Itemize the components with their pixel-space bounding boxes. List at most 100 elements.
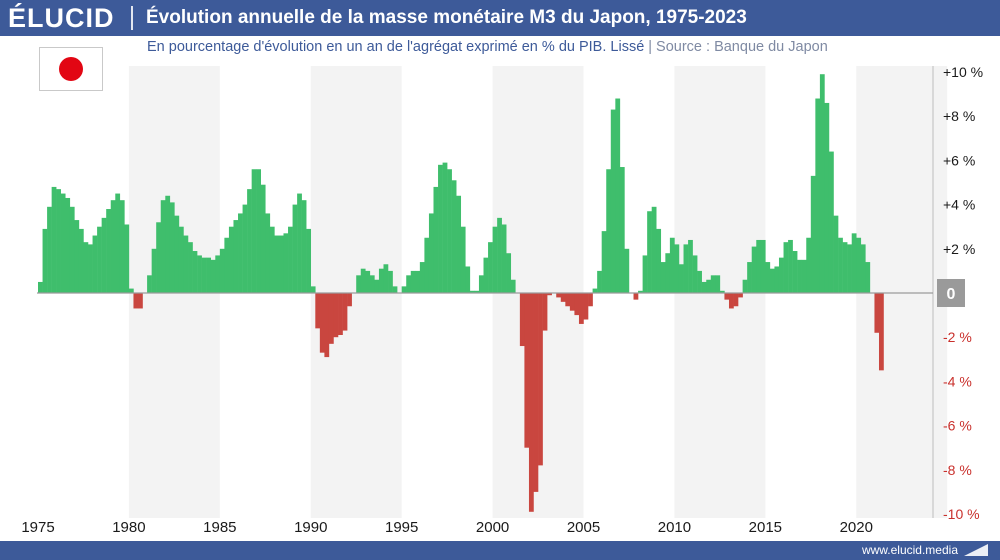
bar-q149 (715, 275, 721, 293)
bar-q180 (856, 237, 862, 293)
bar-q88 (438, 164, 443, 293)
bar-q92 (456, 195, 462, 293)
x-tick-label-1975: 1975 (21, 519, 54, 536)
x-tick-label-2010: 2010 (658, 519, 691, 536)
bar-q34 (192, 251, 198, 293)
bar-q112 (547, 293, 552, 296)
bar-q144 (692, 255, 698, 293)
bar-q60 (310, 286, 316, 293)
bar-q59 (306, 228, 312, 293)
bar-q54 (283, 233, 289, 293)
bar-q110 (538, 293, 543, 466)
bar-q73 (369, 275, 375, 293)
bar-q165 (788, 239, 793, 293)
bar-q51 (269, 226, 275, 293)
bar-q170 (810, 175, 816, 293)
y-tick-label-m2: -2 % (943, 329, 972, 345)
bar-q17 (115, 193, 121, 293)
elucid-mark-icon (964, 544, 988, 556)
bar-q27 (160, 200, 166, 293)
x-tick-label-2005: 2005 (567, 519, 600, 536)
y-tick-label-p8: +8 % (943, 108, 975, 124)
chart-title: Évolution annuelle de la masse monétaire… (146, 7, 747, 28)
bar-q87 (433, 186, 439, 293)
footer-url[interactable]: www.elucid.media (861, 543, 958, 557)
bar-q77 (388, 270, 393, 293)
y-tick-label-p6: +6 % (943, 152, 975, 168)
bar-q118 (574, 293, 580, 316)
bar-q57 (297, 193, 302, 293)
year-band-2020 (856, 66, 948, 518)
x-tick-label-2000: 2000 (476, 519, 509, 536)
bar-q47 (251, 169, 257, 293)
elucid-logo[interactable]: ÉLUCID (8, 3, 115, 33)
bar-q84 (419, 262, 425, 293)
bar-q6 (65, 197, 71, 293)
bar-q82 (410, 270, 416, 293)
header-divider (131, 6, 133, 30)
y-tick-label-p10: +10 % (943, 64, 983, 80)
bar-q65 (333, 293, 339, 338)
bar-q3 (51, 186, 57, 293)
bar-q4 (56, 189, 61, 293)
bar-q155 (742, 279, 748, 293)
bar-q37 (206, 257, 211, 293)
x-tick-label-1995: 1995 (385, 519, 418, 536)
bar-q2 (47, 206, 52, 293)
bar-q39 (215, 255, 221, 293)
bar-q116 (565, 293, 571, 307)
bar-q148 (710, 275, 716, 293)
bar-q21 (133, 293, 139, 309)
bar-q139 (669, 237, 675, 293)
bar-q172 (819, 74, 825, 294)
bar-q19 (124, 224, 130, 293)
bar-q129 (624, 248, 630, 293)
bar-q182 (865, 262, 871, 293)
y-tick-label-m4: -4 % (943, 373, 972, 389)
bar-q159 (760, 239, 766, 293)
bar-q32 (183, 235, 189, 293)
x-tick-label-2015: 2015 (749, 519, 782, 536)
chart-bars (38, 74, 884, 512)
bar-q20 (128, 288, 134, 293)
bar-q176 (838, 237, 843, 293)
header-bar: ÉLUCID Évolution annuelle de la masse mo… (0, 0, 1000, 36)
bar-q98 (483, 257, 489, 293)
bar-q143 (688, 239, 693, 293)
bar-q35 (197, 255, 202, 293)
bar-q95 (469, 290, 475, 293)
x-tick-label-1990: 1990 (294, 519, 327, 536)
japan-flag-icon (39, 47, 103, 91)
bar-q41 (224, 237, 230, 293)
bar-q12 (92, 235, 98, 293)
bar-q67 (342, 293, 348, 331)
bar-q74 (374, 279, 380, 293)
bar-q153 (733, 293, 739, 307)
bar-q114 (556, 293, 562, 298)
bar-q140 (674, 244, 680, 293)
bar-q13 (97, 226, 102, 293)
subtitle-source: Source : Banque du Japon (656, 39, 828, 55)
bar-q64 (328, 293, 334, 344)
bar-q154 (738, 293, 743, 298)
bar-q169 (806, 237, 812, 293)
bar-q96 (474, 290, 480, 293)
bar-q133 (642, 255, 648, 293)
bar-q171 (815, 98, 821, 294)
bar-q174 (828, 151, 834, 293)
bar-q161 (769, 268, 775, 293)
bar-q150 (719, 290, 725, 293)
y-tick-label-p2: +2 % (943, 241, 975, 257)
bar-q86 (428, 213, 434, 293)
bar-q28 (165, 195, 171, 293)
bar-q15 (106, 209, 111, 293)
bar-q99 (488, 242, 493, 293)
bar-q7 (69, 206, 75, 293)
bar-q89 (442, 162, 448, 293)
bar-q18 (119, 200, 125, 293)
flag-red-disc (59, 57, 83, 81)
bar-q132 (638, 290, 643, 293)
bar-q158 (756, 239, 762, 293)
bar-q107 (524, 293, 530, 448)
bar-q122 (592, 288, 598, 293)
